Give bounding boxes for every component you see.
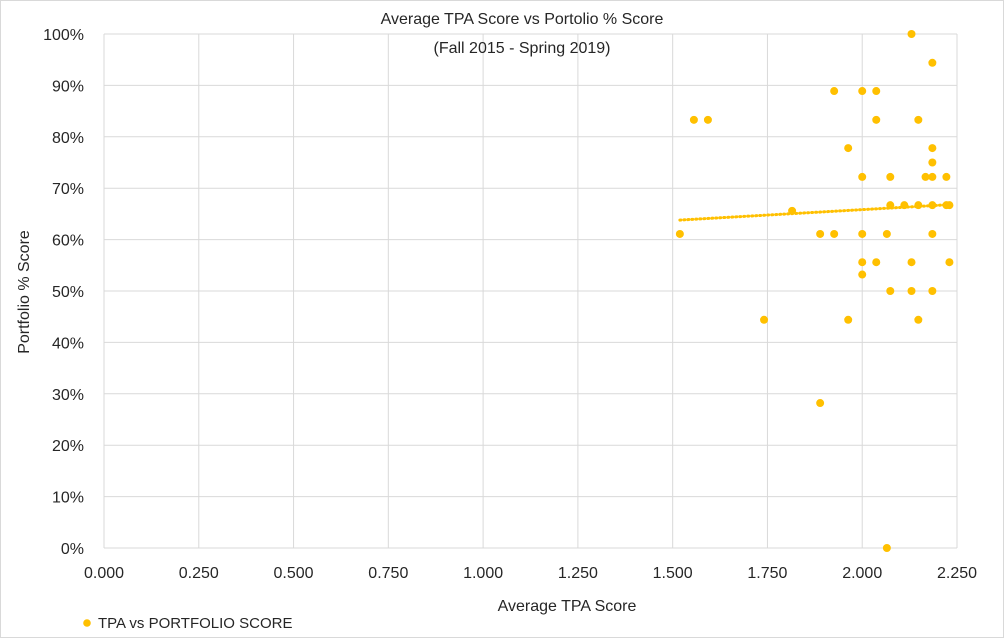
- data-point: [907, 258, 916, 267]
- gridlines: [103, 33, 958, 549]
- y-tick-label: 70%: [52, 181, 84, 198]
- data-point: [928, 58, 937, 67]
- y-tick-label: 80%: [52, 130, 84, 147]
- data-point: [945, 258, 954, 267]
- data-point: [921, 172, 930, 181]
- x-axis-tick-labels: 0.000 0.250 0.500 0.750 1.000 1.250 1.500 1.750…: [84, 565, 977, 582]
- data-point: [907, 287, 916, 295]
- data-point: [882, 544, 891, 552]
- trendline-group: [678, 203, 951, 222]
- data-point: [830, 87, 839, 96]
- data-point: [689, 115, 698, 124]
- data-point: [886, 201, 895, 210]
- data-point: [858, 229, 867, 238]
- data-point: [858, 87, 867, 96]
- x-tick-label: 1.000: [463, 565, 503, 582]
- data-point: [844, 144, 853, 153]
- data-point: [928, 144, 937, 153]
- data-point: [872, 87, 881, 96]
- y-tick-label: 0%: [61, 541, 84, 558]
- data-point: [928, 229, 937, 238]
- x-tick-label: 2.250: [937, 565, 977, 582]
- data-point: [760, 315, 769, 324]
- data-point: [858, 258, 867, 267]
- legend-marker: [83, 619, 91, 627]
- data-point: [928, 287, 937, 295]
- data-point: [886, 172, 895, 181]
- y-axis-tick-labels: 0% 10% 20% 30% 40% 50% 60% 70% 80% 90% 100%: [43, 27, 84, 558]
- y-tick-label: 90%: [52, 78, 84, 95]
- trendline: [678, 203, 951, 222]
- data-point: [816, 399, 825, 408]
- data-point: [872, 258, 881, 267]
- data-point: [816, 229, 825, 238]
- y-tick-label: 30%: [52, 387, 84, 404]
- y-tick-label: 50%: [52, 284, 84, 301]
- chart-subtitle: (Fall 2015 - Spring 2019): [434, 40, 611, 57]
- data-point: [872, 115, 881, 124]
- x-tick-label: 0.500: [274, 565, 314, 582]
- data-point: [914, 201, 923, 210]
- y-tick-label: 100%: [43, 27, 84, 44]
- y-tick-label: 60%: [52, 233, 84, 250]
- data-point: [942, 172, 951, 181]
- data-point: [914, 115, 923, 124]
- y-tick-label: 10%: [52, 490, 84, 507]
- legend-label: TPA vs PORTFOLIO SCORE: [98, 615, 292, 632]
- data-point: [928, 158, 937, 167]
- x-tick-label: 1.750: [747, 565, 787, 582]
- legend: TPA vs PORTFOLIO SCORE: [83, 615, 292, 632]
- x-axis-title: Average TPA Score: [498, 598, 637, 615]
- x-tick-label: 2.000: [842, 565, 882, 582]
- data-point: [882, 229, 891, 238]
- data-point: [858, 270, 867, 279]
- x-tick-label: 0.000: [84, 565, 124, 582]
- x-tick-label: 1.500: [653, 565, 693, 582]
- y-tick-label: 20%: [52, 438, 84, 455]
- y-axis-title: Portfolio % Score: [16, 230, 33, 354]
- data-point: [914, 315, 923, 324]
- data-point: [830, 229, 839, 238]
- data-point: [886, 287, 895, 295]
- data-point: [928, 201, 937, 210]
- x-tick-label: 0.250: [179, 565, 219, 582]
- y-tick-label: 40%: [52, 335, 84, 352]
- data-points: [675, 30, 954, 552]
- data-point: [788, 206, 797, 215]
- data-point: [928, 172, 937, 181]
- x-tick-label: 0.750: [368, 565, 408, 582]
- x-tick-label: 1.250: [558, 565, 598, 582]
- data-point: [900, 201, 909, 210]
- data-point: [703, 115, 712, 124]
- data-point: [945, 201, 954, 210]
- data-point: [907, 30, 916, 38]
- data-point: [844, 315, 853, 324]
- data-point: [675, 229, 684, 238]
- chart-title: Average TPA Score vs Portolio % Score: [381, 11, 664, 28]
- data-point: [858, 172, 867, 181]
